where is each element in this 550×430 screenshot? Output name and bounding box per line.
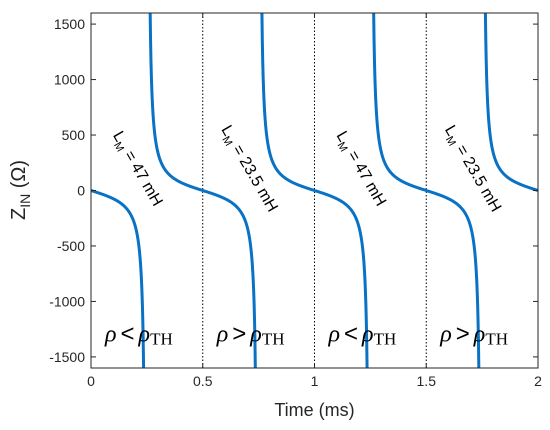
regime-condition: ρ < ρTH [104,320,173,348]
impedance-curve [91,189,146,368]
x-tick-label: 2 [534,373,542,389]
impedance-curve [372,13,481,368]
y-tick-label: 1500 [54,16,85,32]
y-axis-title-main: Z [8,208,30,220]
x-tick-label: 1 [311,373,319,389]
y-tick-label: -500 [57,238,85,254]
y-axis-title: ZIN (Ω) [8,160,33,220]
x-axis-title: Time (ms) [274,400,354,420]
y-tick-label: -1500 [49,349,85,365]
y-tick-label: 1000 [54,72,85,88]
regime-condition: ρ > ρTH [439,320,508,348]
x-tick-label: 1.5 [417,373,437,389]
y-tick-label: 0 [77,183,85,199]
y-tick-label: 500 [62,127,86,143]
x-tick-label: 0 [87,373,95,389]
impedance-curve [148,13,257,368]
y-axis-title-unit: (Ω) [8,160,30,194]
y-tick-label: -1000 [49,293,85,309]
x-tick-label: 0.5 [193,373,213,389]
regime-condition: ρ > ρTH [216,320,285,348]
y-axis-title-sub: IN [17,194,33,208]
regime-condition: ρ < ρTH [328,320,397,348]
impedance-curve [260,13,369,368]
impedance-curve [483,13,538,192]
